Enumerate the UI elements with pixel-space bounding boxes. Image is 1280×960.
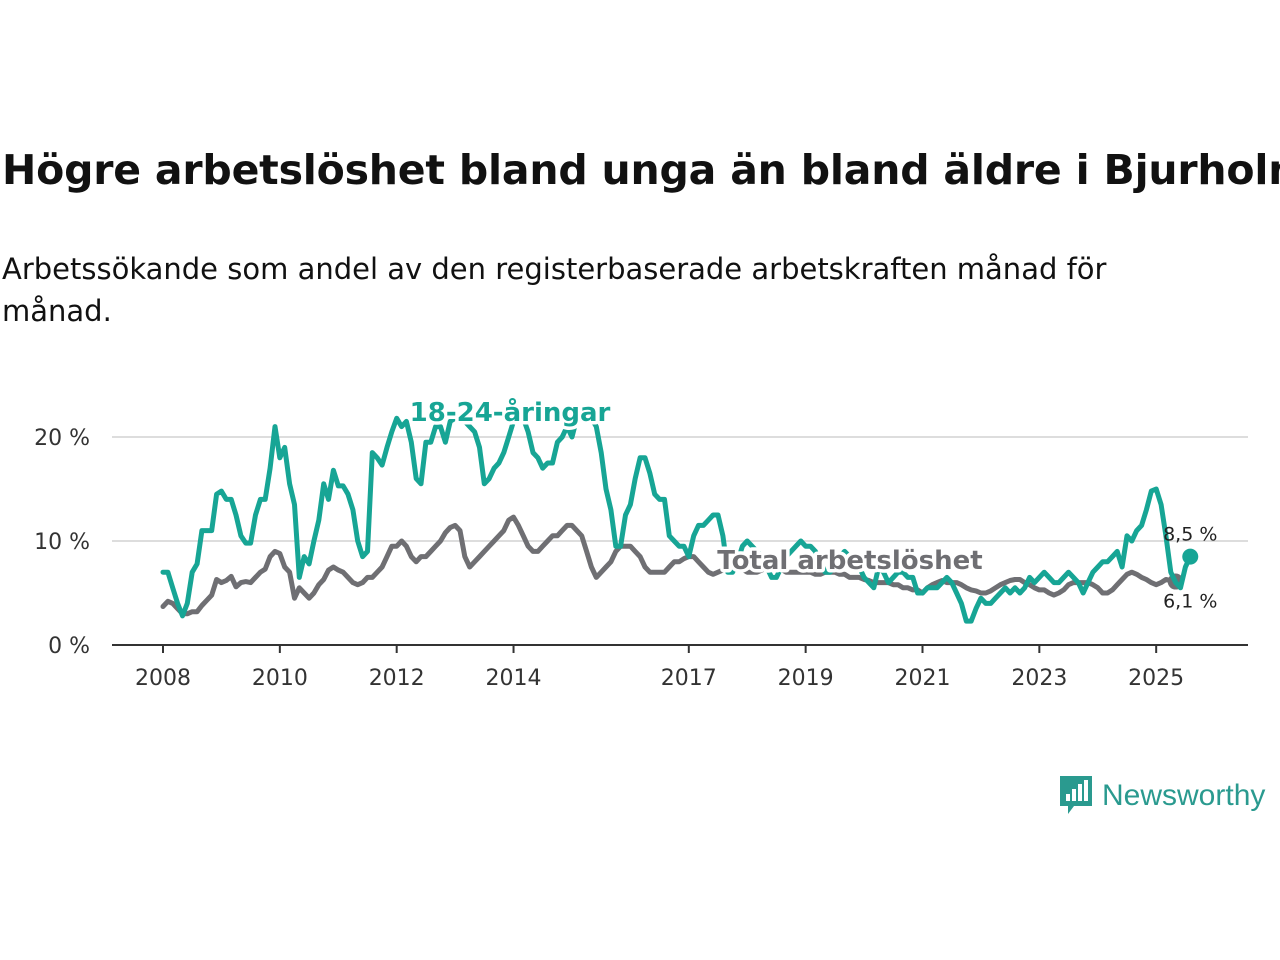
y-tick-label: 20 % <box>34 426 90 451</box>
end-label-youth: 8,5 % <box>1163 524 1217 546</box>
x-tick-label: 2021 <box>894 666 950 691</box>
page-title: Högre arbetslöshet bland unga än bland ä… <box>2 146 1280 194</box>
series-line-youth <box>160 415 1193 624</box>
x-tick-label: 2008 <box>135 666 191 691</box>
brand-name: Newsworthy <box>1102 779 1266 812</box>
series-label-total: Total arbetslöshet <box>717 546 982 576</box>
y-tick-label: 10 % <box>34 530 90 555</box>
x-tick-label: 2014 <box>486 666 542 691</box>
x-tick-label: 2023 <box>1011 666 1067 691</box>
newsworthy-brand: Newsworthy <box>1058 774 1265 818</box>
end-point-youth <box>1182 548 1199 565</box>
series-line-total <box>160 514 1179 617</box>
x-tick-label: 2019 <box>778 666 834 691</box>
line-chart: 0 % 10 % 20 % 2008 2010 2012 2014 2017 2019 2021… <box>34 393 1248 691</box>
x-axis-ticks: 2008 2010 2012 2014 2017 2019 2021 2023 2025 <box>135 645 1184 691</box>
chart-series <box>160 415 1199 624</box>
y-tick-label: 0 % <box>48 634 90 659</box>
x-tick-label: 2025 <box>1128 666 1184 691</box>
x-tick-label: 2017 <box>661 666 717 691</box>
x-tick-label: 2010 <box>252 666 308 691</box>
series-labels: 18-24-åringar Total arbetslöshet 8,5 % 6,1 … <box>406 393 1217 613</box>
x-tick-label: 2012 <box>369 666 425 691</box>
series-label-youth: 18-24-åringar <box>410 396 611 428</box>
y-axis-ticks: 0 % 10 % 20 % <box>34 426 90 659</box>
page-subtitle: Arbetssökande som andel av den registerb… <box>2 252 1107 328</box>
newsworthy-logo-icon <box>1060 776 1092 814</box>
chart-grid <box>112 436 1248 542</box>
end-label-total: 6,1 % <box>1163 591 1217 613</box>
